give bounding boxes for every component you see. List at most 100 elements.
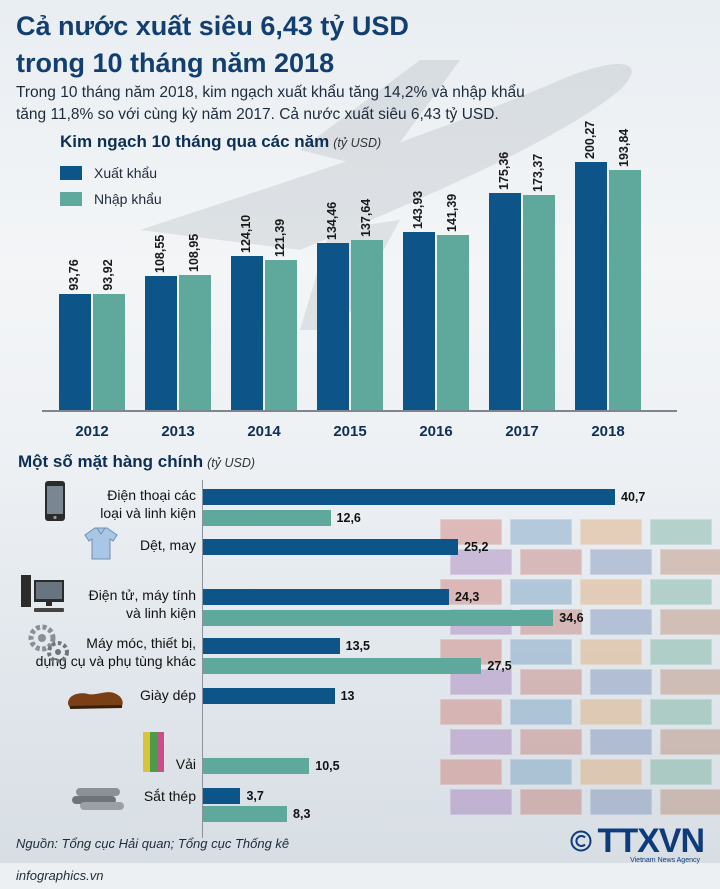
container-block — [510, 579, 572, 605]
legend-import-label: Nhập khẩu — [94, 191, 162, 207]
x-tick-2012: 2012 — [75, 423, 109, 440]
container-block — [590, 609, 652, 635]
commodity-bar-import — [203, 510, 331, 526]
legend-export: Xuất khẩu — [60, 165, 157, 181]
page-title: Cả nước xuất siêu 6,43 tỷ USD trong 10 t… — [16, 8, 409, 82]
gears-icon — [28, 624, 69, 663]
commodity-label-line: Điện tử, máy tính — [88, 587, 196, 603]
container-block — [520, 789, 582, 815]
container-block — [660, 609, 720, 635]
bar-label-export-2012: 93,76 — [67, 259, 81, 291]
bar-label-import-2012: 93,92 — [101, 259, 115, 291]
yearly-chart-title-text: Kim ngạch 10 tháng qua các năm — [60, 132, 330, 151]
x-axis-line — [42, 410, 677, 412]
container-block — [660, 729, 720, 755]
shoe-icon — [68, 692, 123, 709]
commodity-bar-export — [203, 489, 615, 505]
commodity-label-line: loại và linh kiện — [100, 505, 196, 521]
legend-import-swatch — [60, 192, 82, 206]
x-tick-2018: 2018 — [591, 423, 625, 440]
container-block — [580, 759, 642, 785]
commodity-bar-import — [203, 758, 310, 774]
container-block — [650, 699, 712, 725]
container-block — [650, 759, 712, 785]
container-block — [440, 759, 502, 785]
commodity-bar-value: 25,2 — [464, 540, 489, 554]
container-block — [590, 729, 652, 755]
intro-line-1: Trong 10 tháng năm 2018, kim ngạch xuất … — [16, 84, 525, 101]
bar-export-2018 — [575, 162, 607, 410]
bar-import-2017 — [523, 195, 555, 410]
commodity-label-line: dụng cụ và phụ tùng khác — [35, 653, 196, 669]
commodity-bar-value: 13,5 — [345, 639, 370, 653]
fabric-icon — [143, 732, 164, 772]
commodity-label-line: Dệt, may — [139, 537, 196, 553]
steel-pipes-icon — [72, 788, 124, 810]
container-block — [520, 549, 582, 575]
title-line-2: trong 10 tháng năm 2018 — [16, 48, 335, 78]
bar-label-import-2017: 173,37 — [531, 154, 545, 193]
commodity-bar-export — [203, 539, 459, 555]
bar-label-import-2014: 121,39 — [273, 218, 287, 257]
x-tick-2013: 2013 — [161, 423, 195, 440]
commodity-label-line: Sắt thép — [143, 788, 196, 804]
bar-label-export-2015: 134,46 — [325, 202, 339, 241]
commodity-chart-unit: (tỷ USD) — [207, 456, 256, 470]
yearly-chart-title: Kim ngạch 10 tháng qua các năm (tỷ USD) — [60, 132, 381, 152]
container-block — [510, 699, 572, 725]
container-block — [660, 669, 720, 695]
bar-label-export-2016: 143,93 — [411, 190, 425, 229]
footer-bar — [0, 863, 720, 889]
commodity-bar-value: 34,6 — [559, 611, 584, 625]
container-block — [520, 729, 582, 755]
commodity-bar-export — [203, 788, 241, 804]
bar-import-2012 — [93, 293, 125, 410]
bar-label-import-2016: 141,39 — [445, 193, 459, 232]
commodity-bar-value: 40,7 — [621, 490, 646, 504]
bar-export-2016 — [403, 231, 435, 410]
commodity-label-line: Máy móc, thiết bị, — [86, 635, 196, 651]
x-tick-2015: 2015 — [333, 423, 367, 440]
intro-text: Trong 10 tháng năm 2018, kim ngạch xuất … — [16, 82, 711, 126]
commodity-bar-value: 24,3 — [454, 590, 480, 604]
copyright-icon — [570, 830, 592, 852]
bar-label-export-2018: 200,27 — [583, 120, 597, 159]
container-block — [450, 789, 512, 815]
source-note: Nguồn: Tổng cục Hải quan; Tổng cục Thống… — [16, 836, 290, 851]
shipping-containers-decoration — [440, 519, 720, 829]
bar-import-2015 — [351, 239, 383, 410]
bar-import-2018 — [609, 169, 641, 410]
commodity-bar-import — [203, 610, 554, 626]
container-block — [590, 789, 652, 815]
commodity-axis-line — [202, 480, 203, 838]
commodity-bar-export — [203, 638, 340, 654]
x-tick-2017: 2017 — [505, 423, 539, 440]
container-block — [510, 519, 572, 545]
commodity-bar-value: 8,3 — [293, 807, 311, 821]
commodity-bar-export — [203, 589, 449, 605]
bar-export-2012 — [59, 293, 91, 410]
container-block — [440, 699, 502, 725]
commodity-label-line: Giày dép — [139, 687, 196, 703]
commodity-bar-value: 13 — [340, 689, 355, 703]
bar-label-export-2014: 124,10 — [239, 215, 253, 254]
site-link[interactable]: infographics.vn — [16, 868, 104, 883]
title-line-1: Cả nước xuất siêu 6,43 tỷ USD — [16, 11, 409, 41]
bar-export-2013 — [145, 275, 177, 410]
shirt-icon — [84, 527, 118, 560]
bar-export-2014 — [231, 256, 263, 410]
bar-export-2017 — [489, 192, 521, 410]
container-block — [590, 549, 652, 575]
container-block — [450, 729, 512, 755]
commodity-bar-import — [203, 658, 482, 674]
commodity-bar-import — [203, 806, 288, 822]
bar-import-2013 — [179, 275, 211, 410]
bar-import-2016 — [437, 234, 469, 410]
container-block — [660, 549, 720, 575]
x-tick-2016: 2016 — [419, 423, 453, 440]
bar-label-export-2017: 175,36 — [497, 151, 511, 190]
logo-text: TTXVN — [597, 822, 705, 860]
commodity-bar-value: 12,6 — [336, 511, 361, 525]
container-block — [520, 669, 582, 695]
commodity-label-line: Vải — [175, 756, 196, 772]
